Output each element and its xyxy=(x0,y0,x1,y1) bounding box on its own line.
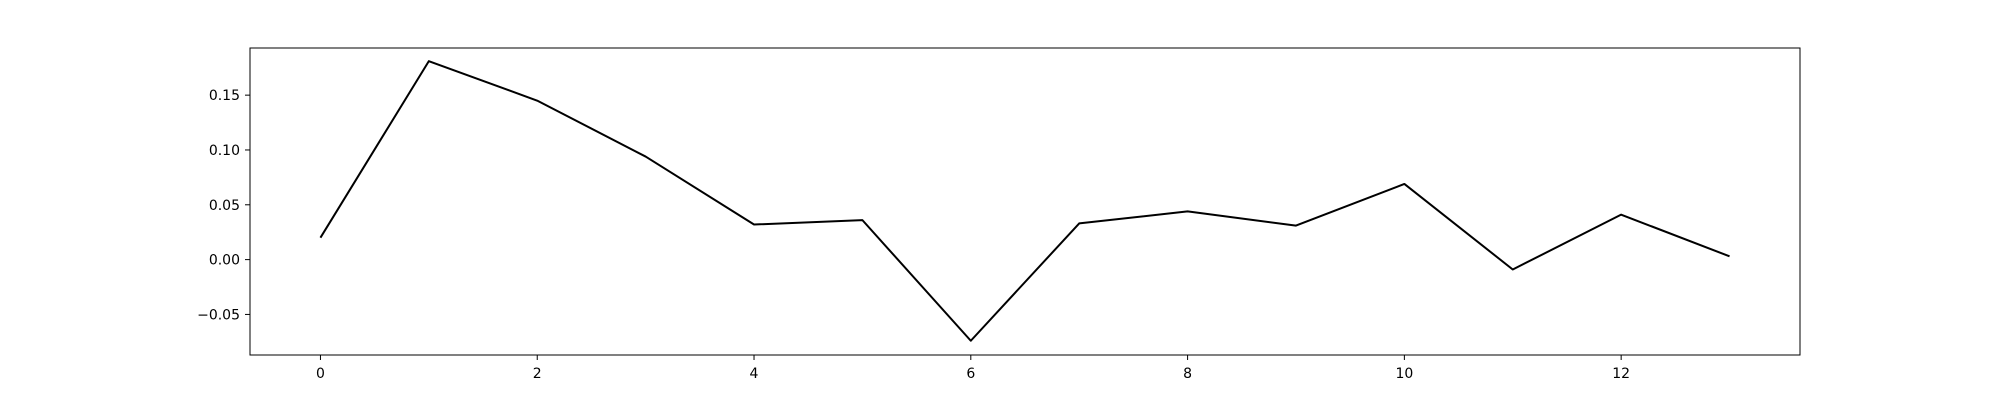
y-tick-label: 0.00 xyxy=(209,253,240,269)
x-tick-label: 8 xyxy=(1183,366,1192,382)
y-tick-label: 0.05 xyxy=(209,198,240,214)
y-tick-label: 0.10 xyxy=(209,143,240,159)
axes: 0 2 4 6 8 10 12 −0.05 0.00 0.05 0.10 0.15 xyxy=(197,47,1801,382)
x-tick-label: 0 xyxy=(316,366,325,382)
plot-frame xyxy=(249,47,1801,356)
series-line xyxy=(319,60,1730,342)
y-tick-label: 0.15 xyxy=(209,88,240,104)
x-tick-label: 12 xyxy=(1612,366,1630,382)
y-tick-label: −0.05 xyxy=(197,307,240,323)
x-tick-label: 2 xyxy=(533,366,542,382)
x-tick-label: 6 xyxy=(966,366,975,382)
x-tick-label: 10 xyxy=(1395,366,1413,382)
x-tick-label: 4 xyxy=(750,366,759,382)
series-layer xyxy=(319,60,1730,342)
